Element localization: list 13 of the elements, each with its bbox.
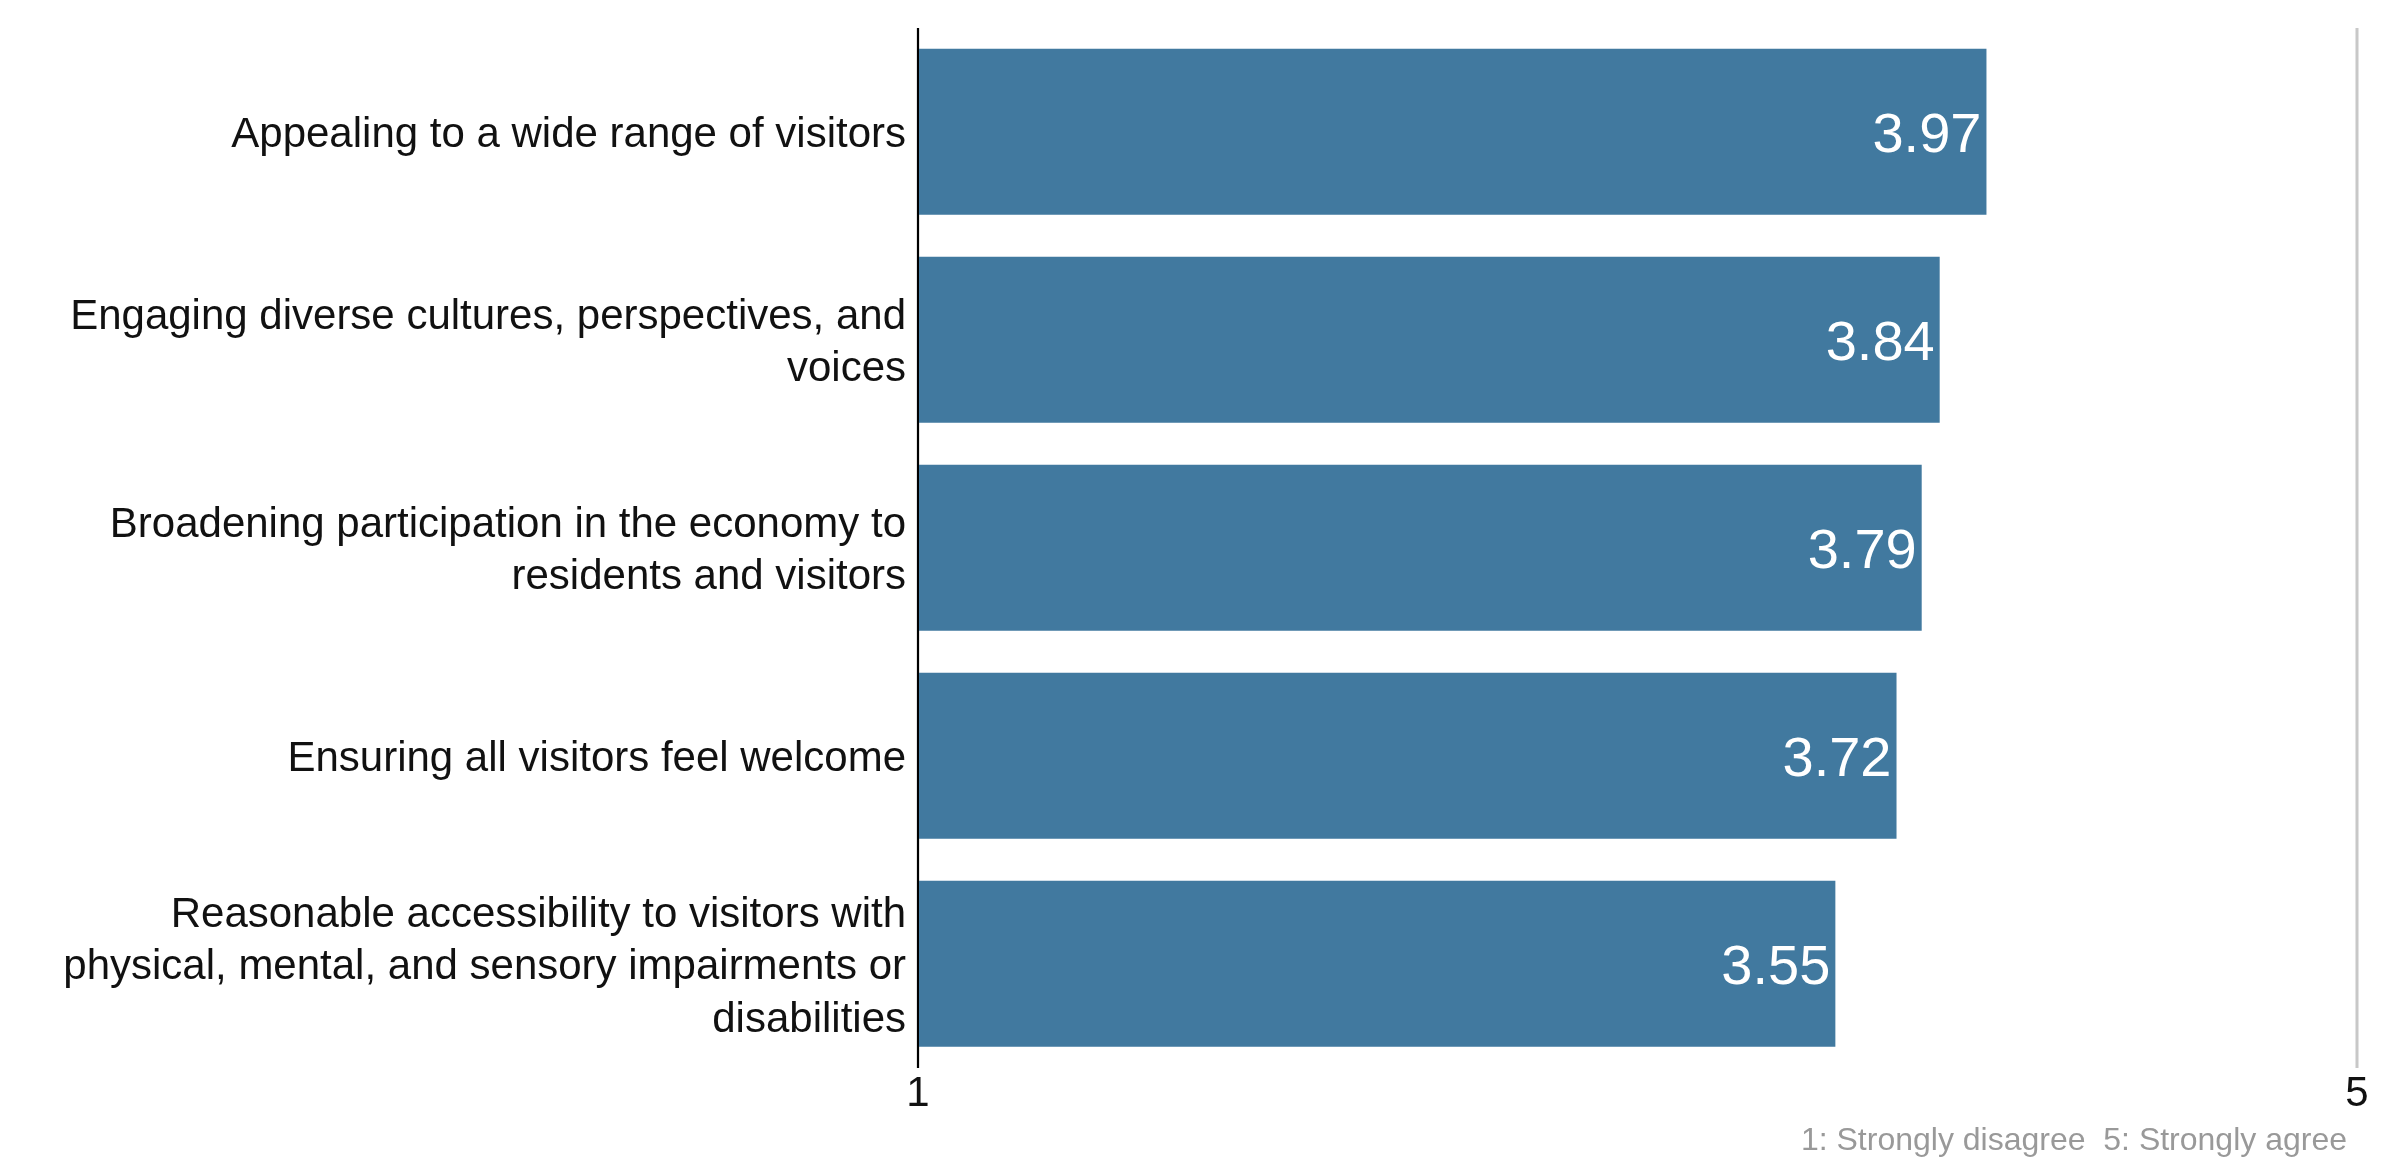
data-label: 3.84 xyxy=(1825,308,1935,372)
data-label: 3.55 xyxy=(1721,932,1831,996)
y-tick-label: Reasonable accessibility to visitors with physical, mental, and sensory impairments or disabilities xyxy=(63,888,907,1040)
y-tick-label: Engaging diverse cultures, perspectives, and voices xyxy=(70,290,906,390)
y-tick-label: Broadening participation in the economy to residents and visitors xyxy=(109,498,906,598)
y-tick-label: Appealing to a wide range of visitors xyxy=(231,108,906,156)
text: 1: Strongly disagree 5: Strongly agree xyxy=(1800,1121,2347,1158)
data-label: 3.97 xyxy=(1872,100,1982,164)
x-tick-label: 5 xyxy=(2345,1067,2369,1115)
data-label: 3.79 xyxy=(1807,516,1917,580)
y-tick-label: Ensuring all visitors feel welcome xyxy=(287,732,906,780)
data-label: 3.72 xyxy=(1782,724,1892,788)
x-tick-label: 1 xyxy=(906,1067,930,1115)
